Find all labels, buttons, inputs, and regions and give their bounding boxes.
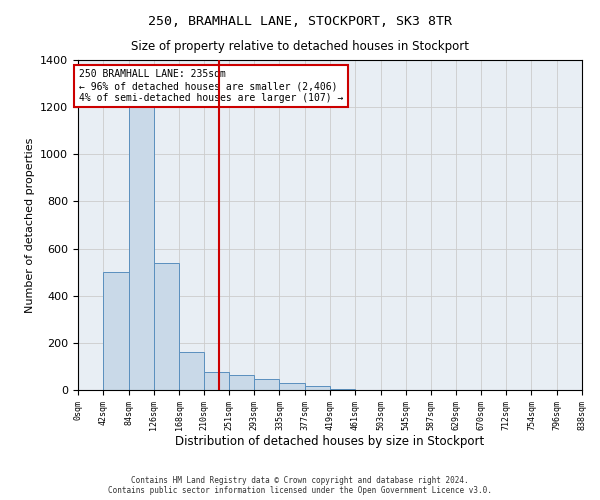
Text: 250, BRAMHALL LANE, STOCKPORT, SK3 8TR: 250, BRAMHALL LANE, STOCKPORT, SK3 8TR <box>148 15 452 28</box>
Bar <box>179 352 205 390</box>
Bar <box>154 262 179 390</box>
Bar <box>305 386 330 390</box>
Bar <box>103 272 128 390</box>
Y-axis label: Number of detached properties: Number of detached properties <box>25 138 35 312</box>
Bar <box>205 372 229 390</box>
Bar <box>229 374 254 390</box>
Text: 250 BRAMHALL LANE: 235sqm
← 96% of detached houses are smaller (2,406)
4% of sem: 250 BRAMHALL LANE: 235sqm ← 96% of detac… <box>79 70 344 102</box>
X-axis label: Distribution of detached houses by size in Stockport: Distribution of detached houses by size … <box>175 436 485 448</box>
Text: Size of property relative to detached houses in Stockport: Size of property relative to detached ho… <box>131 40 469 53</box>
Bar <box>254 380 280 390</box>
Bar <box>280 383 305 390</box>
Text: Contains HM Land Registry data © Crown copyright and database right 2024.
Contai: Contains HM Land Registry data © Crown c… <box>108 476 492 495</box>
Bar <box>128 96 154 390</box>
Bar <box>330 389 355 390</box>
